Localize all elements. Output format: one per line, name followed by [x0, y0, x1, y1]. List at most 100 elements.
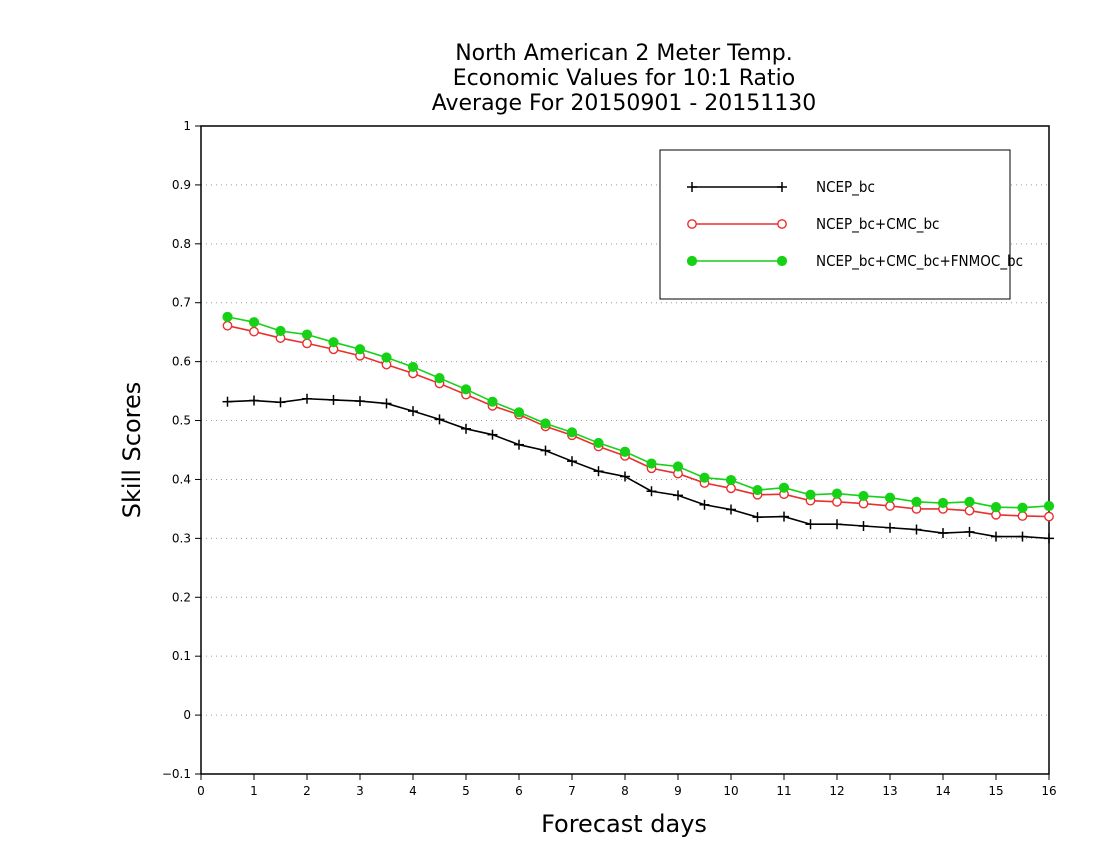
series-2-point-21	[778, 482, 790, 493]
series-2-point-31	[1043, 500, 1055, 512]
series-0-point-23	[832, 519, 842, 530]
x-tick-label-14: 14	[935, 784, 950, 798]
series-0-point-9	[461, 423, 471, 434]
series-2-point-7	[407, 361, 419, 373]
legend-marker-0-b	[777, 182, 787, 192]
series-0-point-22	[805, 519, 816, 530]
series-2-point-23	[831, 488, 843, 499]
series-1-point-25	[885, 501, 895, 511]
y-tick-label-5: 0.4	[172, 472, 191, 486]
series-2-point-8	[434, 373, 445, 384]
series-2-point-29	[990, 502, 1002, 513]
x-tick-label-8: 8	[621, 784, 629, 798]
series-0-point-1	[249, 395, 259, 406]
y-tick-label-1: 0	[183, 708, 191, 722]
y-tick-label-8: 0.7	[172, 296, 191, 310]
x-tick-label-15: 15	[988, 784, 1003, 798]
series-2-point-16	[646, 458, 657, 469]
series-2-point-11	[513, 407, 525, 418]
series-0-point-3	[302, 393, 312, 404]
series-0-point-26	[911, 524, 922, 535]
series-0-point-15	[620, 471, 630, 482]
series-0-point-2	[275, 397, 286, 408]
series-line-1	[227, 324, 1050, 518]
series-0-point-18	[699, 499, 710, 510]
series-0-point-28	[964, 526, 975, 537]
x-tick-label-7: 7	[568, 784, 576, 798]
x-tick-label-13: 13	[882, 784, 897, 798]
series-1-point-3	[302, 338, 312, 349]
series-2-point-27	[937, 497, 949, 509]
legend-marker-2-b	[776, 255, 788, 267]
series-2-point-20	[752, 484, 763, 496]
series-2-point-6	[381, 352, 392, 363]
series-0	[222, 393, 1054, 544]
series-0-point-30	[1017, 531, 1028, 542]
series-0-point-6	[381, 398, 392, 409]
series-line-2	[227, 316, 1050, 509]
series-2-point-30	[1017, 502, 1028, 513]
legend-marker-1-b	[777, 219, 787, 229]
series-lines	[222, 311, 1055, 544]
series-1	[222, 320, 1054, 522]
legend-label-2: NCEP_bc+CMC_bc+FNMOC_bc	[816, 252, 1023, 271]
series-1-point-1	[249, 326, 259, 337]
series-0-point-19	[726, 504, 736, 515]
series-1-point-19	[726, 483, 736, 494]
series-1-point-0	[222, 320, 233, 331]
axis-ticks: −0.100.10.20.30.40.50.60.70.80.910 1 2 3 4 5 6…	[162, 119, 1057, 798]
series-2-point-24	[858, 490, 869, 502]
series-0-point-0	[222, 396, 233, 407]
y-tick-label-7: 0.6	[172, 355, 191, 369]
series-0-point-17	[673, 490, 683, 501]
legend-label-1: NCEP_bc+CMC_bc	[816, 215, 939, 234]
series-0-point-16	[646, 486, 657, 497]
y-tick-label-9: 0.8	[172, 237, 191, 251]
series-0-point-4	[328, 394, 339, 405]
series-2-point-28	[964, 496, 975, 507]
x-tick-label-5: 5	[462, 784, 470, 798]
series-0-point-31	[1044, 533, 1054, 544]
chart-title-line-2: Economic Values for 10:1 Ratio	[453, 66, 795, 91]
series-2-point-1	[248, 317, 260, 328]
x-tick-label-1: 1	[250, 784, 258, 798]
legend-marker-1-a	[687, 219, 697, 229]
series-line-0	[227, 397, 1050, 540]
y-tick-label-2: 0.1	[172, 649, 191, 663]
chart-title: North American 2 Meter Temp. Economic Va…	[432, 41, 817, 116]
x-tick-label-3: 3	[356, 784, 364, 798]
series-2	[222, 311, 1055, 513]
series-0-point-25	[885, 522, 895, 533]
y-tick-label-4: 0.3	[172, 531, 191, 545]
x-tick-label-11: 11	[776, 784, 791, 798]
series-2-point-5	[354, 344, 366, 355]
series-0-point-8	[434, 414, 445, 425]
series-2-point-25	[884, 492, 896, 503]
x-tick-label-0: 0	[197, 784, 205, 798]
series-1-point-30	[1017, 511, 1028, 521]
y-tick-label-6: 0.5	[172, 414, 191, 428]
series-2-point-15	[619, 446, 631, 457]
series-0-point-27	[938, 528, 948, 539]
x-tick-label-12: 12	[829, 784, 844, 798]
y-tick-label-11: 1	[183, 119, 191, 133]
legend-label-0: NCEP_bc	[816, 178, 875, 197]
series-2-point-0	[222, 311, 233, 322]
series-0-point-20	[752, 512, 763, 523]
y-tick-label-3: 0.2	[172, 590, 191, 604]
series-2-point-13	[566, 427, 578, 438]
series-0-point-12	[540, 445, 551, 456]
legend-marker-0-a	[687, 182, 697, 192]
series-2-point-4	[328, 337, 339, 348]
legend: NCEP_bc NCEP_bc+CMC_bc NCEP_bc+CMC_bc+FNMO…	[659, 149, 1023, 300]
series-2-point-18	[699, 472, 710, 483]
series-0-point-11	[514, 439, 524, 450]
legend-marker-2-a	[686, 255, 698, 267]
y-axis-label: Skill Scores	[118, 382, 146, 519]
series-2-point-2	[275, 325, 286, 337]
x-axis-label: Forecast days	[541, 810, 707, 838]
series-0-point-13	[567, 456, 577, 467]
x-tick-label-2: 2	[303, 784, 311, 798]
